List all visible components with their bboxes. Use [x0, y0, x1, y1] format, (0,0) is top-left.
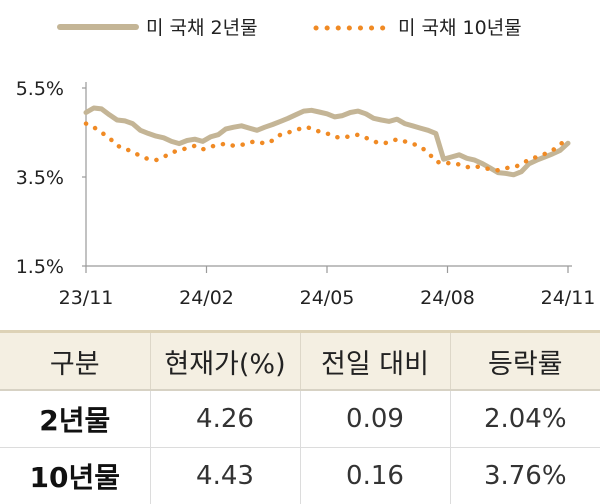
series-line-2y: [83, 105, 571, 178]
chart-axes: 1.5% 3.5% 5.5% 23/11 24/02 24/05 24/08 24/11: [16, 78, 596, 309]
yield-chart: 미 국채 2년물 미 국채 10년물 1.5% 3.5% 5.5% 23/11 24/02…: [16, 17, 596, 309]
header-category: 구분: [0, 330, 150, 391]
table-header-row: 구분 현재가(%) 전일 대비 등락률: [0, 330, 600, 391]
change-rate-cell: 3.76%: [449, 447, 600, 504]
y-tick-label: 3.5%: [16, 167, 64, 189]
change-rate-cell: 2.04%: [449, 390, 600, 448]
current-price-cell: 4.43: [149, 447, 300, 504]
table-row: 10년물 4.43 0.16 3.76%: [0, 447, 600, 504]
series-line-10y: [83, 121, 571, 173]
change-cell: 0.16: [299, 447, 450, 504]
current-price-cell: 4.26: [149, 390, 300, 448]
header-change-rate: 등락률: [449, 330, 600, 391]
header-current-price: 현재가(%): [149, 330, 300, 391]
change-cell: 0.09: [299, 390, 450, 448]
x-tick-label: 23/11: [59, 287, 114, 309]
yield-quote-table: 구분 현재가(%) 전일 대비 등락률 2년물 4.26 0.09 2.04% …: [0, 330, 600, 504]
x-tick-label: 24/02: [179, 287, 234, 309]
x-tick-label: 24/11: [541, 287, 596, 309]
x-tick-label: 24/08: [420, 287, 475, 309]
chart-legend: 미 국채 2년물 미 국채 10년물: [57, 17, 522, 39]
table-row: 2년물 4.26 0.09 2.04%: [0, 390, 600, 448]
header-change: 전일 대비: [299, 330, 450, 391]
y-tick-label: 5.5%: [16, 78, 64, 100]
y-tick-label: 1.5%: [16, 256, 64, 278]
x-tick-label: 24/05: [300, 287, 355, 309]
row-label: 10년물: [29, 461, 121, 494]
legend-label-10y: 미 국채 10년물: [398, 17, 522, 39]
row-label: 2년물: [0, 390, 150, 448]
legend-label-2y: 미 국채 2년물: [146, 17, 258, 39]
chart-series: [83, 105, 571, 178]
